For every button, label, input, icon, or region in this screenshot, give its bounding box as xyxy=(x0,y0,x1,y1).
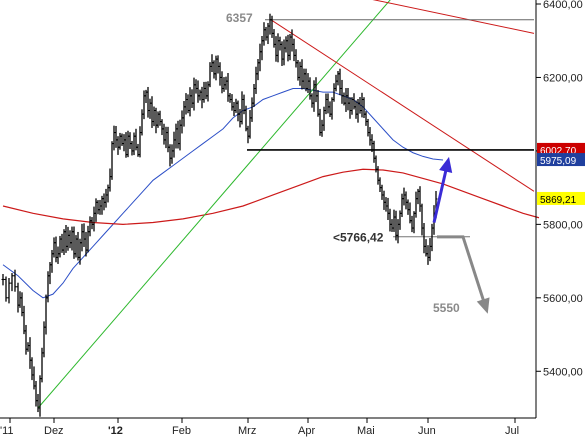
red-downtrend-line xyxy=(270,19,535,192)
x-tick-label: '11 xyxy=(0,425,14,437)
blue-arrow-head xyxy=(439,156,453,173)
overlay-lines xyxy=(2,0,540,409)
price-tag-label: 6002,70 xyxy=(540,146,577,157)
x-axis-ticks: '11 Dez '12 Feb Mrz Apr Mai Jun Jul xyxy=(0,418,519,437)
x-tick-label: Feb xyxy=(172,425,191,437)
price-tag-label: 5975,09 xyxy=(540,156,577,167)
red-upper-trend-line xyxy=(372,0,535,34)
x-tick-label: Mai xyxy=(357,425,375,437)
moving-average-blue xyxy=(2,87,444,299)
price-tag-box xyxy=(537,142,585,156)
green-trendline xyxy=(37,0,391,409)
gray-arrow-head xyxy=(476,297,490,314)
annotations: 6357 <5766,42 5550 xyxy=(226,11,460,315)
arrows xyxy=(432,156,490,314)
annotation-label: 6357 xyxy=(226,11,253,25)
blue-up-arrow xyxy=(432,165,449,223)
price-tag-box xyxy=(537,153,585,167)
y-axis-ticks: 5400,005600,005800,006000,006200,006400,… xyxy=(536,0,583,378)
plot-area xyxy=(1,0,540,417)
y-tick-label: 5800,00 xyxy=(543,219,583,231)
y-tick-label: 6400,00 xyxy=(543,0,583,11)
x-tick-label: '12 xyxy=(108,425,123,437)
x-tick-label: Dez xyxy=(44,425,64,437)
price-tag-box xyxy=(537,191,585,205)
price-tag-label: 5869,21 xyxy=(540,195,577,206)
gray-down-arrow xyxy=(437,235,487,306)
x-tick-label: Mrz xyxy=(238,425,256,437)
y-tick-label: 5600,00 xyxy=(543,293,583,305)
annotation-label: <5766,42 xyxy=(333,231,384,245)
moving-average-red xyxy=(2,168,540,225)
x-tick-label: Jun xyxy=(418,425,436,437)
y-tick-label: 6200,00 xyxy=(543,72,583,84)
x-tick-label: Apr xyxy=(298,425,315,437)
annotation-label: 5550 xyxy=(433,301,460,315)
y-tick-label: 5400,00 xyxy=(543,366,583,378)
x-tick-label: Jul xyxy=(505,425,519,437)
price-bars xyxy=(1,13,438,417)
